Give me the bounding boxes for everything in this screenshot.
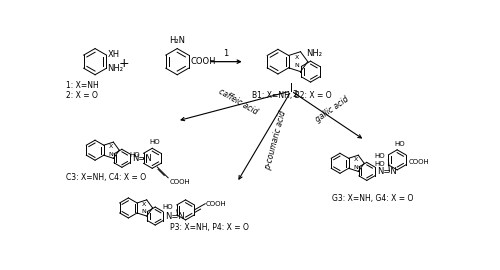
Text: X: X — [108, 144, 113, 149]
Text: HO: HO — [374, 153, 384, 159]
Text: XH: XH — [108, 50, 120, 59]
Text: COOH: COOH — [409, 159, 430, 165]
Text: N=N: N=N — [377, 167, 396, 176]
Text: X: X — [295, 55, 300, 60]
Text: C3: X=NH, C4: X = O: C3: X=NH, C4: X = O — [66, 173, 146, 182]
Text: 2: 2 — [292, 90, 298, 99]
Text: HO: HO — [374, 161, 384, 167]
Text: 1: 1 — [224, 49, 228, 58]
Text: B1: X=NH, B2: X = O: B1: X=NH, B2: X = O — [252, 91, 332, 100]
Text: HO: HO — [162, 204, 173, 210]
Text: P3: X=NH, P4: X = O: P3: X=NH, P4: X = O — [170, 223, 249, 232]
Text: +: + — [118, 58, 129, 70]
Text: N: N — [108, 151, 113, 157]
Text: 1: X=NH
2: X = O: 1: X=NH 2: X = O — [66, 81, 99, 100]
Text: N: N — [295, 63, 300, 68]
Text: N=N: N=N — [132, 154, 152, 163]
Text: HO: HO — [394, 141, 405, 147]
Text: COOH: COOH — [206, 201, 227, 207]
Text: N: N — [142, 209, 146, 214]
Text: COOH: COOH — [170, 179, 190, 185]
Text: G3: X=NH, G4: X = O: G3: X=NH, G4: X = O — [332, 194, 413, 203]
Text: N: N — [353, 165, 358, 170]
Text: COOH: COOH — [190, 57, 216, 66]
Text: HO: HO — [150, 139, 160, 145]
Text: NH₂: NH₂ — [108, 65, 124, 73]
Text: NH₂: NH₂ — [306, 49, 322, 58]
Text: caffeic acid: caffeic acid — [217, 87, 259, 117]
Text: p-coumaric acid: p-coumaric acid — [264, 110, 288, 171]
Text: HO: HO — [129, 152, 140, 158]
Text: N=N: N=N — [166, 212, 185, 221]
Text: X: X — [142, 202, 146, 207]
Text: H₂N: H₂N — [169, 36, 185, 45]
Text: gallic acid: gallic acid — [314, 95, 350, 124]
Text: X: X — [354, 157, 358, 162]
